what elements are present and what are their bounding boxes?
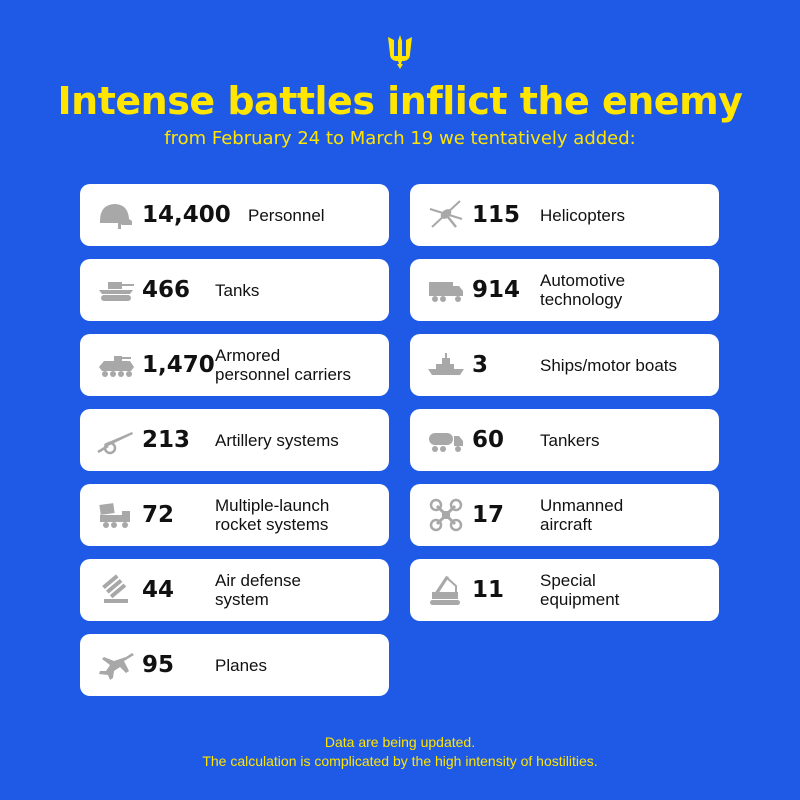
stat-value: 466 xyxy=(142,277,191,303)
stat-label: Tankers xyxy=(540,430,600,450)
footer-note: Data are being updated. The calculation … xyxy=(0,733,800,771)
stat-card-mlrs: 72 Multiple-launch rocket systems xyxy=(80,484,389,546)
stat-card-tankers: 60 Tankers xyxy=(410,409,719,471)
stat-label: Planes xyxy=(215,655,267,675)
crane-icon xyxy=(426,572,466,608)
stat-value: 115 xyxy=(472,202,521,228)
footer-line-2: The calculation is complicated by the hi… xyxy=(202,753,598,769)
stat-card-personnel: 14,400 Personnel xyxy=(80,184,389,246)
footer-line-1: Data are being updated. xyxy=(324,734,476,750)
stat-card-tanks: 466 Tanks xyxy=(80,259,389,321)
air-defense-icon xyxy=(96,572,136,608)
stat-label: Personnel xyxy=(248,205,325,225)
helmet-icon xyxy=(96,197,136,233)
rocket-launcher-icon xyxy=(96,497,136,533)
page-title: Intense battles inflict the enemy xyxy=(57,79,743,123)
stat-card-drones: 17 Unmanned aircraft xyxy=(410,484,719,546)
stat-label: Tanks xyxy=(215,280,260,300)
stat-value: 95 xyxy=(142,652,175,678)
stat-label: Multiple-launch rocket systems xyxy=(215,496,330,534)
stat-label: Special equipment xyxy=(540,571,620,609)
stat-card-air-defense: 44 Air defense system xyxy=(80,559,389,621)
helicopter-icon xyxy=(426,197,466,233)
apc-icon xyxy=(96,347,136,383)
stat-value: 17 xyxy=(472,502,505,528)
stat-value: 72 xyxy=(142,502,175,528)
stat-label: Unmanned aircraft xyxy=(540,496,624,534)
artillery-icon xyxy=(96,422,136,458)
plane-icon xyxy=(96,647,136,683)
stat-value: 60 xyxy=(472,427,505,453)
stat-card-ships: 3 Ships/motor boats xyxy=(410,334,719,396)
stat-value: 213 xyxy=(142,427,191,453)
stat-card-apc: 1,470 Armored personnel carriers xyxy=(80,334,389,396)
tanker-icon xyxy=(426,422,466,458)
stat-value: 11 xyxy=(472,577,505,603)
stat-value: 914 xyxy=(472,277,521,303)
stat-value: 44 xyxy=(142,577,175,603)
stat-label: Ships/motor boats xyxy=(540,355,678,375)
stat-card-artillery: 213 Artillery systems xyxy=(80,409,389,471)
truck-icon xyxy=(426,272,466,308)
stat-label: Artillery systems xyxy=(215,430,339,450)
stat-label: Automotive technology xyxy=(540,271,626,309)
trident-icon xyxy=(388,35,412,69)
stat-value: 14,400 xyxy=(142,202,231,228)
stat-label: Armored personnel carriers xyxy=(215,346,352,384)
stat-card-helicopters: 115 Helicopters xyxy=(410,184,719,246)
stat-card-automotive: 914 Automotive technology xyxy=(410,259,719,321)
stat-card-special-equipment: 11 Special equipment xyxy=(410,559,719,621)
stat-label: Air defense system xyxy=(215,571,301,609)
drone-icon xyxy=(426,497,466,533)
ship-icon xyxy=(426,347,466,383)
tank-icon xyxy=(96,272,136,308)
stat-value: 1,470 xyxy=(142,352,215,378)
stat-value: 3 xyxy=(472,352,489,378)
stat-card-planes: 95 Planes xyxy=(80,634,389,696)
page-subtitle: from February 24 to March 19 we tentativ… xyxy=(164,128,636,149)
stat-label: Helicopters xyxy=(540,205,626,225)
